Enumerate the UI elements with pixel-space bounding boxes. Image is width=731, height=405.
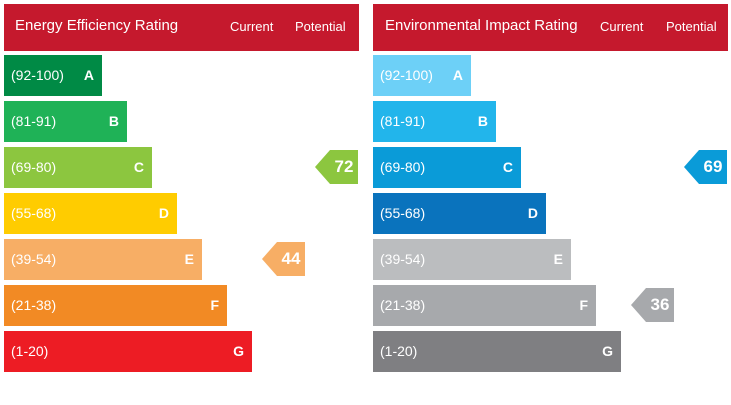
marker-arrow-icon [315,150,330,184]
rating-band-f: (21-38) F [373,285,596,326]
environmental-impact-header: Environmental Impact Rating Current Pote… [373,4,728,51]
band-letter-label: C [133,159,144,175]
rating-band-a: (92-100) A [4,55,102,96]
current-column-label: Current [230,19,274,34]
band-range-label: (92-100) [11,67,64,83]
band-range-label: (21-38) [11,297,57,313]
band-range-label: (81-91) [11,113,57,129]
current-rating-value: 36 [650,295,670,314]
potential-column-label: Potential [666,19,717,34]
band-letter-label: E [553,251,563,267]
rating-band-d: (55-68) D [4,193,177,234]
band-letter-label: B [108,113,119,129]
current-rating-value: 44 [281,249,301,268]
rating-band-b: (81-91) B [4,101,127,142]
band-range-label: (69-80) [380,159,426,175]
band-range-label: (39-54) [380,251,426,267]
band-range-label: (92-100) [380,67,433,83]
energy-efficiency-panel: Energy Efficiency Rating Current Potenti… [4,4,359,372]
rating-band-f: (21-38) F [4,285,227,326]
rating-band-e: (39-54) E [4,239,202,280]
band-range-label: (39-54) [11,251,57,267]
band-letter-label: F [210,297,219,313]
rating-band-a: (92-100) A [373,55,471,96]
band-range-label: (55-68) [11,205,57,221]
band-range-label: (1-20) [380,343,418,359]
band-letter-label: G [233,343,244,359]
marker-arrow-icon [262,242,277,276]
rating-band-g: (1-20) G [4,331,252,372]
band-range-label: (1-20) [11,343,49,359]
band-range-label: (21-38) [380,297,426,313]
potential-rating-value: 72 [334,157,354,176]
band-letter-label: C [502,159,513,175]
band-range-label: (81-91) [380,113,426,129]
potential-rating-value: 69 [703,157,723,176]
band-letter-label: D [158,205,169,221]
marker-body [277,242,305,276]
marker-arrow-icon [684,150,699,184]
rating-band-c: (69-80) C [373,147,521,188]
rating-band-b: (81-91) B [373,101,496,142]
band-letter-label: F [579,297,588,313]
band-range-label: (69-80) [11,159,57,175]
environmental-impact-panel: Environmental Impact Rating Current Pote… [373,4,728,372]
marker-body [330,150,358,184]
potential-column-label: Potential [295,19,346,34]
band-letter-label: A [452,67,463,83]
band-letter-label: D [527,205,538,221]
band-range-label: (55-68) [380,205,426,221]
marker-body [646,288,674,322]
band-letter-label: E [184,251,194,267]
rating-band-g: (1-20) G [373,331,621,372]
marker-arrow-icon [631,288,646,322]
current-column-label: Current [600,19,644,34]
rating-band-c: (69-80) C [4,147,152,188]
rating-band-e: (39-54) E [373,239,571,280]
energy-efficiency-header: Energy Efficiency Rating Current Potenti… [4,4,359,51]
band-letter-label: B [477,113,488,129]
energy-efficiency-title: Energy Efficiency Rating [15,17,179,34]
environmental-impact-title: Environmental Impact Rating [385,17,578,34]
rating-band-d: (55-68) D [373,193,546,234]
marker-body [699,150,727,184]
band-letter-label: G [602,343,613,359]
band-letter-label: A [83,67,94,83]
